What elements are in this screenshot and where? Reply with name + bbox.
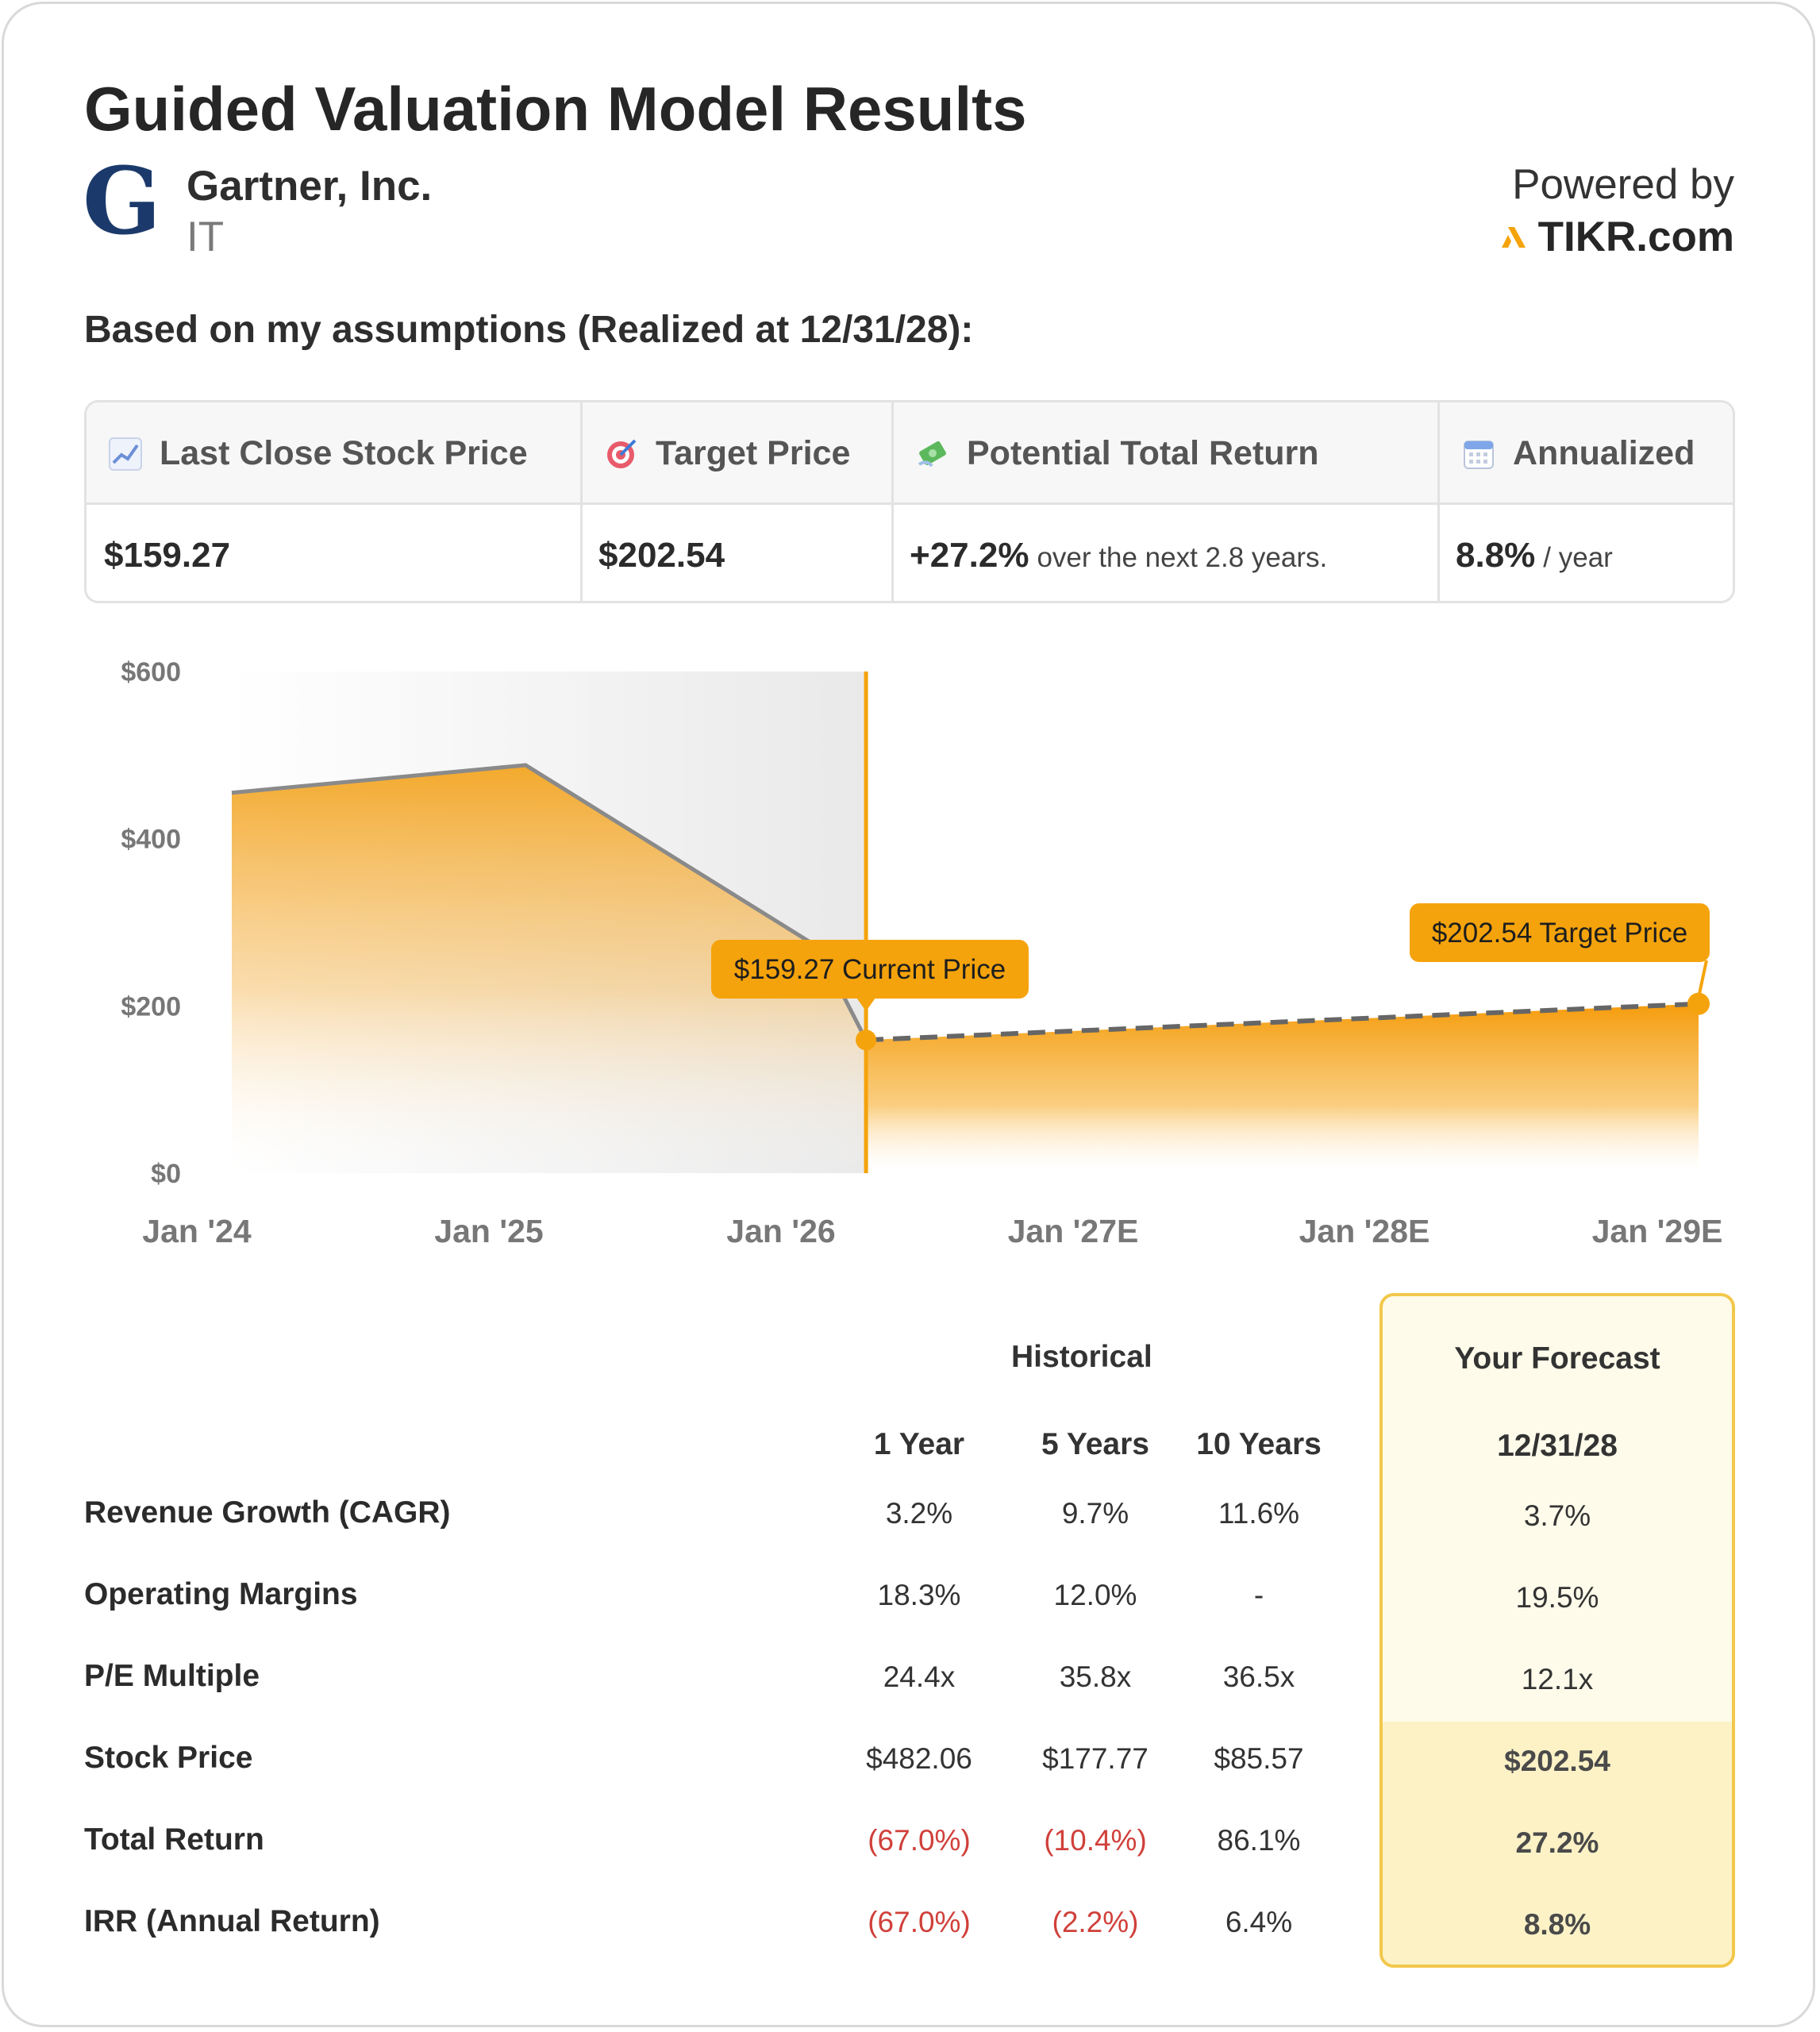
y-tick-label: $600 [121, 657, 181, 687]
y-tick-label: $400 [121, 825, 181, 855]
target-price-point [1687, 992, 1710, 1015]
table-cell: (67.0%) [868, 1906, 971, 1938]
tikr-logo-icon [1501, 226, 1526, 248]
price-chart: $600 $400 $200 $0 Jan '24 Jan '25 Jan '26 Jan '… [121, 657, 1723, 1249]
forecast-area [866, 1003, 1699, 1173]
y-tick-label: $200 [121, 991, 181, 1022]
page-title: Guided Valuation Model Results [84, 74, 1027, 144]
table-cell: (10.4%) [1044, 1824, 1147, 1857]
col-forecast-date: 12/31/28 [1497, 1429, 1618, 1463]
forecast-column [1379, 1293, 1735, 1968]
metric-label: Last Close Stock Price [160, 434, 528, 472]
table-cell: $177.77 [1042, 1742, 1149, 1775]
table-cell: $85.57 [1214, 1742, 1304, 1775]
y-tick-label: $0 [151, 1159, 181, 1189]
company-ticker: IT [187, 214, 225, 260]
row-label: IRR (Annual Return) [84, 1904, 380, 1938]
forecast-cell: 12.1x [1521, 1663, 1594, 1695]
table-cell: 9.7% [1061, 1497, 1129, 1530]
metric-label: Target Price [656, 434, 851, 472]
row-label: Stock Price [84, 1741, 253, 1775]
company-logo: G [83, 148, 162, 256]
x-tick-label: Jan '26 [726, 1213, 835, 1249]
forecast-price-line [865, 1001, 1699, 1043]
metric-total-return: Potential Total Return +27.2% over the ne… [891, 402, 1437, 601]
current-price-callout [711, 940, 1029, 999]
metric-target-price: Target Price $202.54 [580, 402, 891, 601]
metrics-summary: Last Close Stock Price $159.27 Target Pr… [84, 400, 1735, 603]
table-cell: 36.5x [1222, 1661, 1295, 1693]
calendar-icon [1464, 440, 1494, 469]
table-cell: 86.1% [1217, 1824, 1301, 1857]
table-cell: $482.06 [866, 1742, 972, 1775]
target-price-callout [1410, 903, 1710, 962]
table-cell: 35.8x [1059, 1661, 1132, 1693]
historical-header: Historical [1011, 1340, 1152, 1374]
metric-annualized: Annualized 8.8% / year [1437, 402, 1733, 601]
metrics-header-row [87, 402, 1733, 505]
current-price-label: $159.27 Current Price [734, 954, 1006, 985]
current-price-point [856, 1029, 877, 1051]
brand-name: TIKR.com [1537, 214, 1734, 260]
powered-by-label: Powered by [1512, 161, 1734, 208]
forecast-cell: $202.54 [1504, 1745, 1610, 1777]
row-label: P/E Multiple [84, 1659, 260, 1693]
chart-increasing-icon [109, 437, 142, 471]
brand-link[interactable]: TIKR.com [1500, 213, 1734, 261]
historical-area [232, 764, 867, 1173]
metric-last-close: Last Close Stock Price $159.27 [87, 402, 580, 601]
row-label: Operating Margins [84, 1577, 358, 1611]
table-cell: - [1253, 1579, 1264, 1611]
col-1-year: 1 Year [873, 1427, 965, 1461]
target-price-label: $202.54 Target Price [1432, 918, 1687, 949]
table-cell: 11.6% [1218, 1497, 1300, 1530]
forecast-cell: 19.5% [1515, 1581, 1599, 1614]
table-cell: 18.3% [877, 1579, 961, 1611]
x-tick-label: Jan '25 [434, 1213, 543, 1249]
col-10-years: 10 Years [1196, 1427, 1322, 1461]
table-cell: (2.2%) [1052, 1906, 1139, 1938]
col-5-years: 5 Years [1041, 1427, 1149, 1461]
target-icon [607, 439, 637, 468]
x-tick-label: Jan '24 [142, 1213, 252, 1249]
forecast-header: Your Forecast [1454, 1341, 1660, 1376]
x-tick-label: Jan '28E [1299, 1213, 1430, 1249]
metric-value: $202.54 [598, 536, 725, 575]
table-cell: 6.4% [1225, 1906, 1293, 1938]
metric-value: $159.27 [104, 536, 231, 575]
row-label: Revenue Growth (CAGR) [84, 1495, 451, 1530]
x-tick-label: Jan '29E [1592, 1213, 1723, 1249]
table-cell: 24.4x [883, 1661, 956, 1693]
table-cell: 12.0% [1053, 1579, 1137, 1611]
x-tick-label: Jan '27E [1008, 1213, 1139, 1249]
table-cell: 3.2% [885, 1497, 953, 1530]
target-callout-pointer [1697, 960, 1708, 999]
assumptions-heading: Based on my assumptions (Realized at 12/… [84, 309, 974, 351]
table-cell: (67.0%) [868, 1824, 971, 1857]
forecast-highlight [1383, 1722, 1732, 1965]
money-with-wings-icon [918, 441, 946, 467]
metric-value: +27.2% over the next 2.8 years. [910, 536, 1328, 575]
current-callout-pointer [856, 998, 876, 1011]
metric-value: 8.8% / year [1456, 536, 1613, 575]
company-name: Gartner, Inc. [187, 163, 433, 210]
metric-label: Potential Total Return [967, 434, 1319, 472]
forecast-cell: 27.2% [1515, 1826, 1599, 1859]
forecast-cell: 8.8% [1523, 1908, 1591, 1941]
row-label: Total Return [84, 1822, 264, 1857]
metric-label: Annualized [1513, 434, 1695, 472]
forecast-cell: 3.7% [1523, 1499, 1591, 1532]
